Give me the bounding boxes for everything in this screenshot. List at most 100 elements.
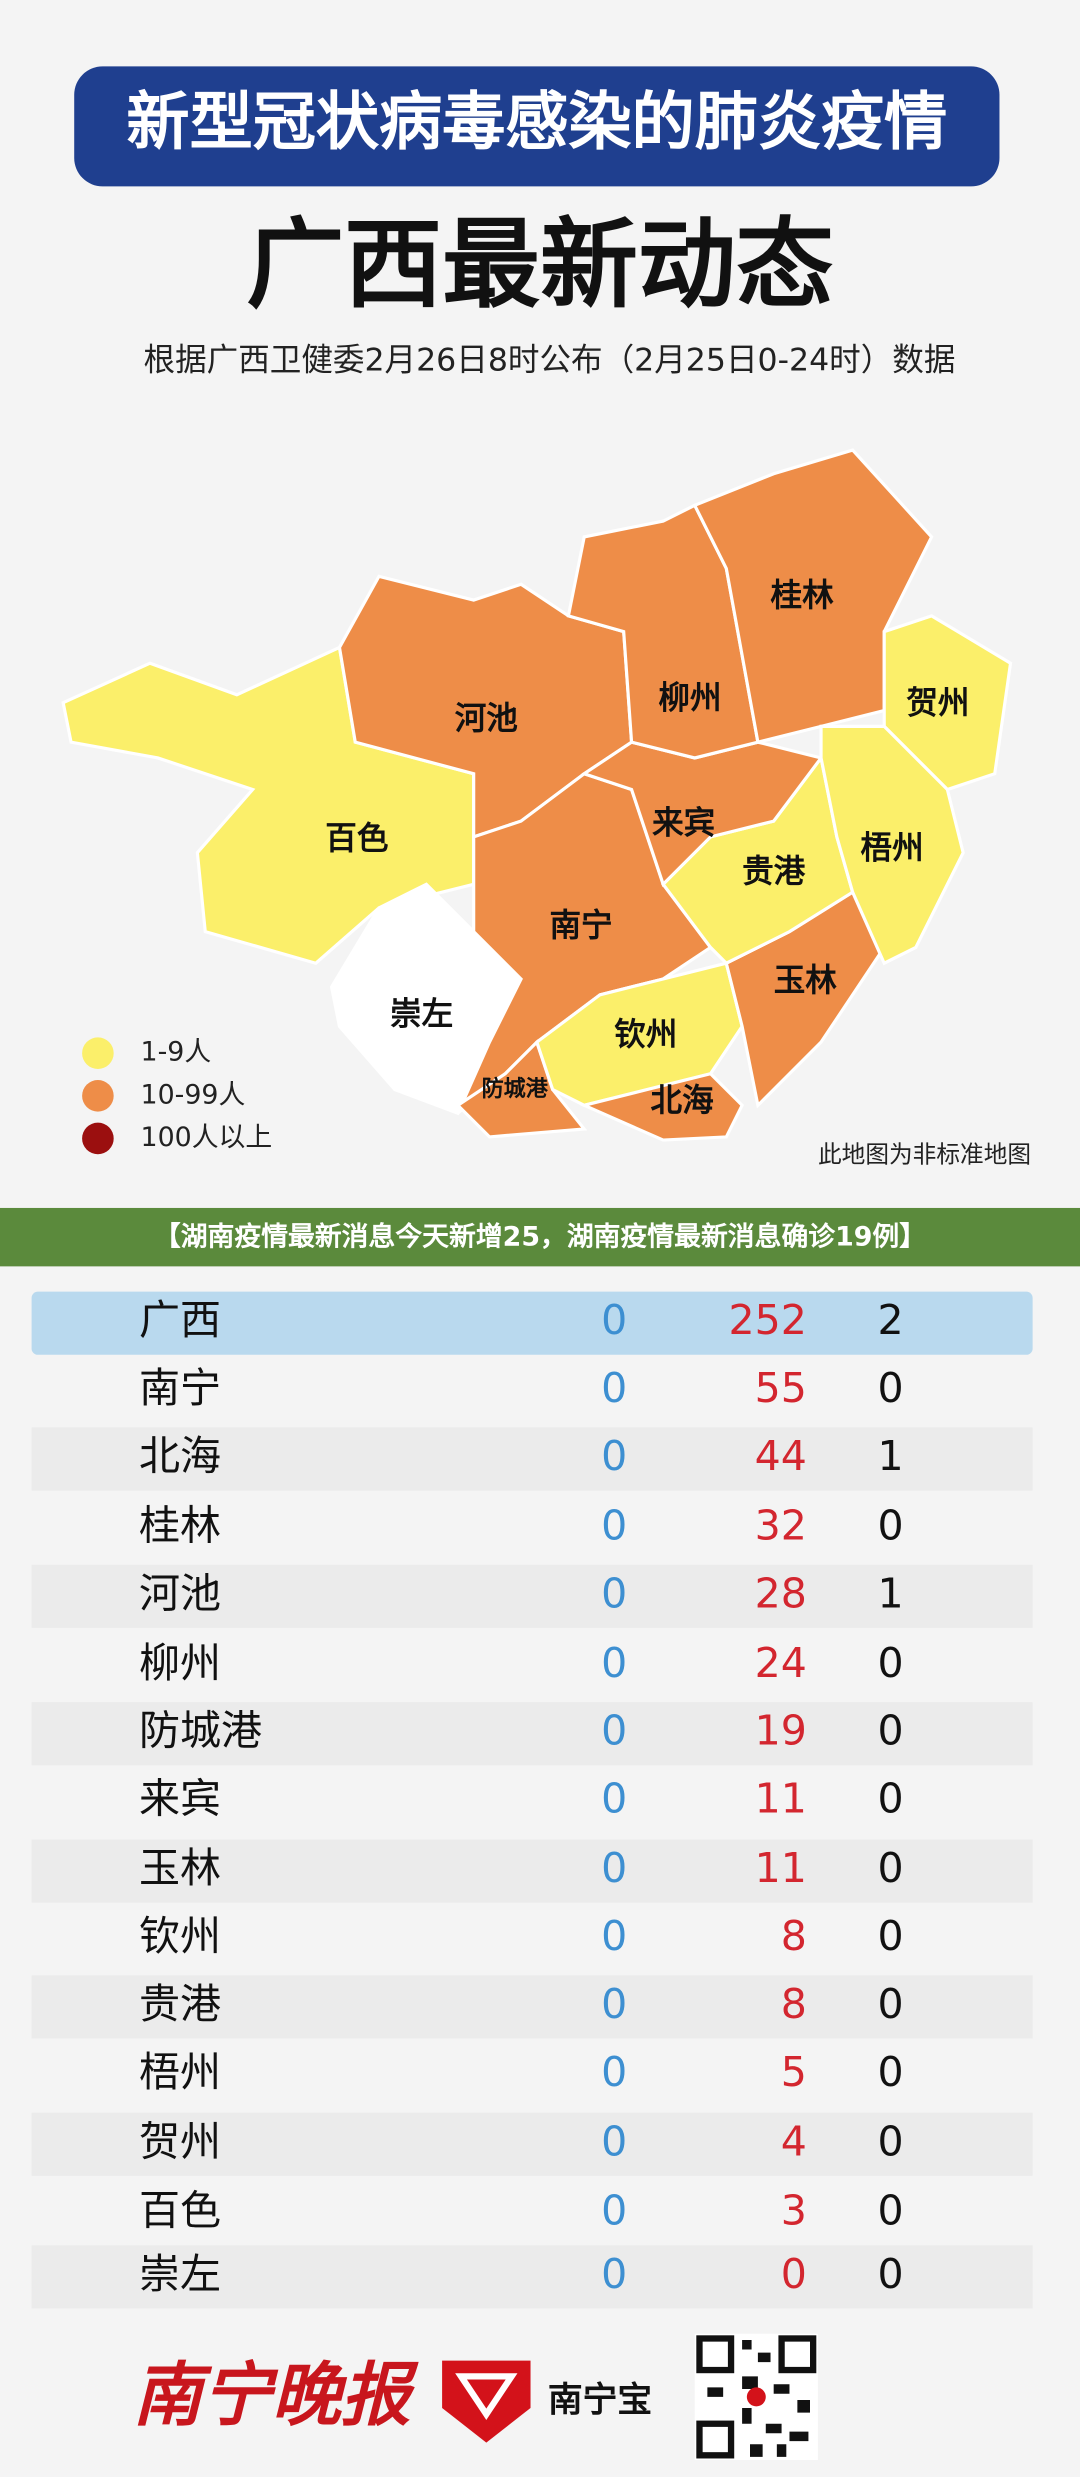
region-label: 桂林 bbox=[771, 578, 835, 614]
cell-name: 防城港 bbox=[139, 1707, 262, 1755]
cell-name: 来宾 bbox=[139, 1775, 221, 1823]
title: 新型冠状病毒感染的肺炎疫情 bbox=[126, 84, 947, 158]
cell-value: 0 bbox=[877, 1501, 903, 1549]
logo: 南宁晚报 bbox=[133, 2358, 419, 2435]
cell-value: 0 bbox=[877, 2048, 903, 2096]
region-label: 防城港 bbox=[482, 1076, 549, 1102]
subtitle: 根据广西卫健委2月26日8时公布（2月25日0-24时）数据 bbox=[144, 343, 956, 379]
legend-label: 1-9人 bbox=[141, 1037, 212, 1068]
banner-bg bbox=[0, 1207, 1080, 1267]
cell-value: 0 bbox=[877, 2117, 903, 2165]
cell-value: 0 bbox=[601, 1432, 627, 1480]
row-bg bbox=[31, 1427, 1033, 1491]
row-bg bbox=[31, 1839, 1033, 1903]
cell-value: 55 bbox=[755, 1364, 807, 1412]
region-label: 柳州 bbox=[658, 681, 721, 717]
app-name: 南宁宝 bbox=[548, 2381, 652, 2421]
cell-value: 1 bbox=[877, 1432, 903, 1480]
cell-name: 钦州 bbox=[139, 1912, 221, 1960]
cell-name: 南宁 bbox=[139, 1364, 221, 1412]
cell-value: 0 bbox=[877, 2250, 903, 2298]
cell-value: 11 bbox=[755, 1844, 807, 1892]
cell-value: 0 bbox=[601, 1707, 627, 1755]
cell-value: 0 bbox=[877, 1639, 903, 1687]
cell-value: 0 bbox=[601, 2250, 627, 2298]
cell-name: 崇左 bbox=[139, 2250, 221, 2298]
legend-swatch bbox=[82, 1037, 114, 1069]
region-label: 钦州 bbox=[614, 1017, 677, 1053]
legend-swatch bbox=[82, 1080, 114, 1112]
cell-name: 梧州 bbox=[139, 2048, 221, 2096]
region-label: 贺州 bbox=[906, 685, 969, 721]
cell-value: 24 bbox=[755, 1639, 807, 1687]
cell-value: 0 bbox=[601, 2187, 627, 2235]
cell-value: 4 bbox=[781, 2117, 807, 2165]
cell-value: 252 bbox=[728, 1296, 806, 1344]
cell-value: 0 bbox=[601, 2117, 627, 2165]
cell-value: 3 bbox=[781, 2187, 807, 2235]
row-highlight bbox=[31, 1291, 1033, 1355]
cell-value: 32 bbox=[755, 1501, 807, 1549]
cell-value: 0 bbox=[601, 1639, 627, 1687]
cell-value: 0 bbox=[601, 2048, 627, 2096]
region-label: 玉林 bbox=[774, 963, 838, 999]
cell-name: 百色 bbox=[139, 2187, 221, 2235]
legend-label: 10-99人 bbox=[141, 1079, 246, 1110]
cell-value: 8 bbox=[781, 1980, 807, 2028]
row-bg bbox=[31, 1702, 1033, 1766]
map-note: 此地图为非标准地图 bbox=[818, 1140, 1031, 1168]
qr-code bbox=[694, 2333, 818, 2461]
cell-name: 贵港 bbox=[139, 1980, 221, 2028]
row-bg bbox=[31, 1975, 1033, 2039]
cell-value: 0 bbox=[781, 2250, 807, 2298]
cell-name: 贺州 bbox=[139, 2117, 221, 2165]
region bbox=[819, 724, 965, 966]
cell-value: 0 bbox=[877, 1912, 903, 1960]
cell-value: 0 bbox=[877, 1775, 903, 1823]
app-icon bbox=[442, 2360, 531, 2443]
headline: 广西最新动态 bbox=[246, 208, 833, 322]
table: 广西 0 252 2 南宁 0 55 0 北海 0 44 1 桂林 0 32 0 河池 0 28 1 柳州 0 24 0 防城港… bbox=[31, 1291, 1033, 2309]
region-label: 崇左 bbox=[390, 996, 453, 1032]
region-label: 来宾 bbox=[652, 805, 715, 841]
cell-value: 0 bbox=[601, 1569, 627, 1617]
cell-name: 玉林 bbox=[139, 1844, 221, 1892]
region-label: 百色 bbox=[325, 821, 388, 857]
app-icon-mark bbox=[455, 2373, 518, 2420]
cell-value: 0 bbox=[601, 1501, 627, 1549]
region-label: 贵港 bbox=[742, 854, 806, 890]
cell-name: 广西 bbox=[139, 1296, 221, 1344]
cell-value: 2 bbox=[877, 1296, 903, 1344]
cell-value: 0 bbox=[601, 1296, 627, 1344]
title-box bbox=[74, 66, 1000, 187]
cell-value: 0 bbox=[601, 1775, 627, 1823]
cell-value: 0 bbox=[877, 1707, 903, 1755]
region-label: 南宁 bbox=[549, 908, 612, 944]
row-bg bbox=[31, 2245, 1033, 2309]
cell-value: 44 bbox=[755, 1432, 807, 1480]
cell-name: 北海 bbox=[139, 1432, 221, 1480]
legend-swatch bbox=[82, 1122, 114, 1155]
cell-value: 0 bbox=[601, 1912, 627, 1960]
cell-value: 28 bbox=[755, 1569, 807, 1617]
region-label: 河池 bbox=[455, 701, 518, 737]
cell-value: 0 bbox=[877, 2187, 903, 2235]
cell-value: 1 bbox=[877, 1569, 903, 1617]
cell-name: 河池 bbox=[139, 1569, 221, 1617]
cell-value: 5 bbox=[781, 2048, 807, 2096]
cell-value: 11 bbox=[755, 1775, 807, 1823]
region bbox=[579, 1071, 745, 1142]
cell-name: 柳州 bbox=[139, 1639, 221, 1687]
row-bg bbox=[31, 2112, 1033, 2176]
cell-value: 0 bbox=[877, 1980, 903, 2028]
cell-value: 0 bbox=[877, 1364, 903, 1412]
cell-value: 0 bbox=[601, 1980, 627, 2028]
cell-value: 0 bbox=[601, 1364, 627, 1412]
cell-value: 0 bbox=[601, 1844, 627, 1892]
cell-value: 0 bbox=[877, 1844, 903, 1892]
cell-value: 19 bbox=[755, 1707, 807, 1755]
legend-label: 100人以上 bbox=[141, 1122, 273, 1153]
